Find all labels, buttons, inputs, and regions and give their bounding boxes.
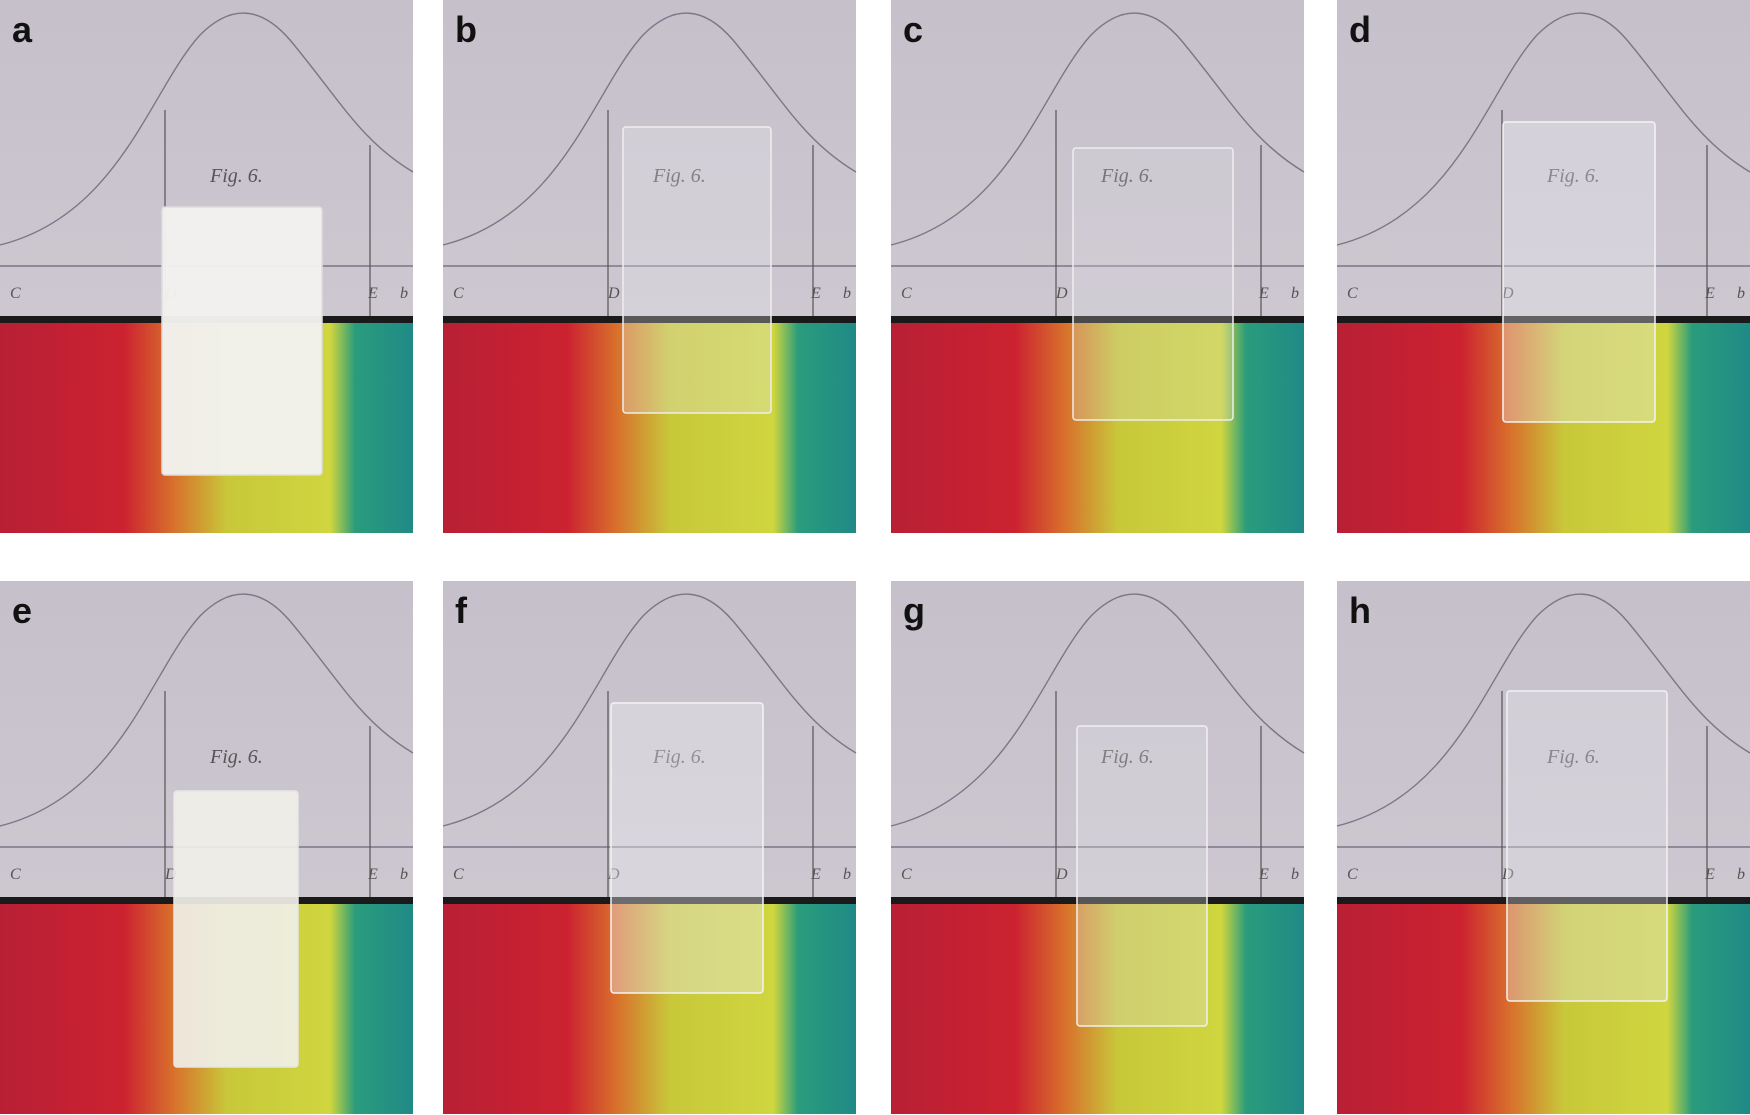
- figure-caption: Fig. 6.: [1546, 746, 1600, 768]
- figure-caption: Fig. 6.: [209, 746, 263, 768]
- photo-mark: C: [10, 866, 21, 883]
- photo-mark: C: [453, 866, 464, 883]
- figure-caption: Fig. 6.: [209, 165, 263, 187]
- photo-mark: C: [10, 285, 21, 302]
- panel-label: f: [455, 590, 468, 631]
- bell-curve: [442, 593, 857, 827]
- photo-mark: b: [400, 866, 408, 883]
- panel-label: c: [903, 9, 923, 50]
- bell-curve: [890, 593, 1305, 827]
- bell-curve: [0, 593, 414, 827]
- film-sample: [1506, 690, 1668, 1002]
- spectrum: [891, 322, 1304, 533]
- photo-mark: C: [1347, 285, 1358, 302]
- photo-mark: E: [1258, 285, 1269, 302]
- bell-curve: [1336, 593, 1750, 827]
- black-band: [891, 897, 1304, 904]
- photo-mark: D: [607, 285, 620, 302]
- figure-caption: Fig. 6.: [1546, 165, 1600, 187]
- panel-label: h: [1349, 590, 1371, 631]
- panel-label: g: [903, 590, 925, 631]
- photo-mark: E: [367, 866, 378, 883]
- photo-mark: b: [1737, 285, 1745, 302]
- figure-caption: Fig. 6.: [652, 165, 706, 187]
- bell-curve: [442, 12, 857, 246]
- photo-mark: C: [901, 866, 912, 883]
- panel-label: e: [12, 590, 32, 631]
- black-band: [891, 316, 1304, 323]
- bell-curve: [1336, 12, 1750, 246]
- film-sample: [173, 790, 299, 1068]
- film-sample: [610, 702, 764, 994]
- photo-mark: b: [1737, 866, 1745, 883]
- photo-mark: b: [843, 285, 851, 302]
- photo-mark: E: [1258, 866, 1269, 883]
- black-band: [443, 316, 856, 323]
- film-sample: [161, 206, 323, 476]
- film-sample: [1502, 121, 1656, 423]
- photo-mark: C: [453, 285, 464, 302]
- spectrum: [1337, 322, 1750, 533]
- panel-label: a: [12, 9, 33, 50]
- photo-mark: E: [810, 285, 821, 302]
- photo-mark: b: [1291, 866, 1299, 883]
- bell-curve: [890, 12, 1305, 246]
- black-band: [1337, 316, 1750, 323]
- figure-caption: Fig. 6.: [1100, 165, 1154, 187]
- black-band: [1337, 897, 1750, 904]
- figure-caption: Fig. 6.: [652, 746, 706, 768]
- photo-mark: E: [810, 866, 821, 883]
- spectrum: [891, 903, 1304, 1114]
- panel-label: d: [1349, 9, 1371, 50]
- spectrum: [443, 903, 856, 1114]
- photo-mark: C: [1347, 866, 1358, 883]
- photo-mark: b: [1291, 285, 1299, 302]
- spectrum: [1337, 903, 1750, 1114]
- photo-mark: E: [1704, 285, 1715, 302]
- photo-mark: D: [1055, 285, 1068, 302]
- photo-mark: C: [901, 285, 912, 302]
- photo-mark: D: [1055, 866, 1068, 883]
- film-sample: [1072, 147, 1234, 421]
- film-sample: [622, 126, 772, 414]
- panel-label: b: [455, 9, 477, 50]
- photo-mark: b: [843, 866, 851, 883]
- figure-caption: Fig. 6.: [1100, 746, 1154, 768]
- photo-mark: E: [1704, 866, 1715, 883]
- photo-mark: E: [367, 285, 378, 302]
- bell-curve: [0, 12, 414, 246]
- photo-mark: D: [1501, 285, 1514, 302]
- film-sample: [1076, 725, 1208, 1027]
- black-band: [443, 897, 856, 904]
- photo-mark: b: [400, 285, 408, 302]
- spectrum: [443, 322, 856, 533]
